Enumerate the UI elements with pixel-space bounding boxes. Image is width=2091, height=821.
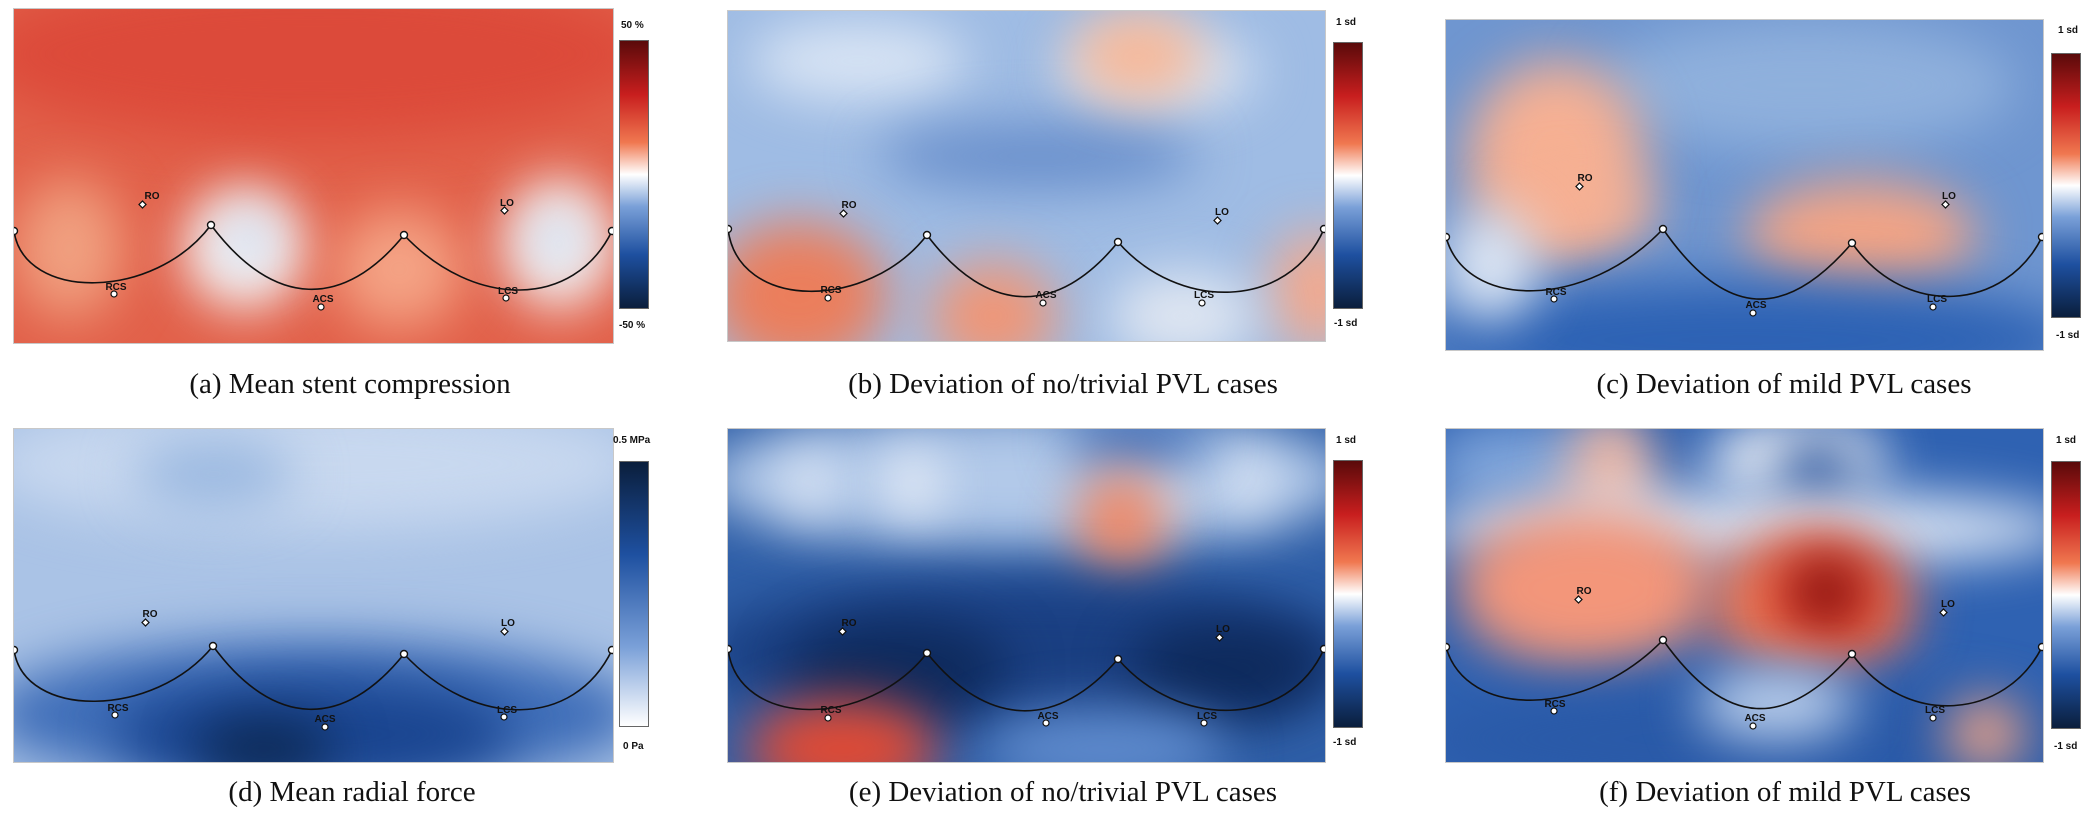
label-lcs: LCS	[498, 286, 518, 297]
label-ro: RO	[841, 200, 857, 211]
label-ro: RO	[1577, 173, 1593, 184]
colorbar-top-label: 1 sd	[1336, 435, 1357, 446]
label-ro: RO	[142, 609, 158, 620]
colorbar-e	[1333, 460, 1363, 728]
caption-e: (e) Deviation of no/trivial PVL cases	[848, 776, 1278, 808]
label-ro: RO	[144, 191, 160, 202]
label-ro: RO	[1576, 586, 1592, 597]
colorbar-top-label: 1 sd	[1336, 17, 1357, 28]
colorbar-bottom-label: -1 sd	[2054, 741, 2078, 752]
heatmap-b: RO LO RCS ACS LCS	[727, 10, 1326, 342]
colorbar-bottom-label: -1 sd	[1334, 318, 1358, 329]
colorbar-top-label: 1 sd	[2058, 25, 2079, 36]
label-acs: ACS	[312, 294, 334, 305]
label-lo: LO	[1215, 207, 1229, 218]
heatmap-c: RO LO RCS ACS LCS	[1445, 19, 2044, 351]
colorbar-a	[619, 40, 649, 309]
heatmap-f: RO LO RCS ACS LCS	[1445, 428, 2044, 763]
label-acs: ACS	[1745, 300, 1767, 311]
valve-outline	[728, 627, 1325, 727]
valve-outline	[1446, 182, 2043, 317]
colorbar-b	[1333, 42, 1363, 309]
label-acs: ACS	[1035, 290, 1057, 301]
label-lcs: LCS	[1925, 705, 1945, 716]
heatmap-a: RO LO RCS ACS LCS	[13, 8, 614, 344]
colorbar-top-label: 1 sd	[2056, 435, 2077, 446]
colorbar-bottom-label: -1 sd	[2056, 330, 2080, 341]
caption-c: (c) Deviation of mild PVL cases	[1596, 368, 1972, 400]
heatmap-e: RO LO RCS ACS LCS	[727, 428, 1326, 763]
valve-outline	[14, 200, 613, 311]
label-acs: ACS	[1037, 711, 1059, 722]
valve-outline	[1446, 595, 2043, 730]
caption-d: (d) Mean radial force	[228, 776, 476, 808]
label-lo: LO	[1942, 191, 1956, 202]
colorbar-bottom-label: -1 sd	[1333, 737, 1357, 748]
colorbar-top-label: 0.5 MPa	[613, 435, 651, 446]
caption-a: (a) Mean stent compression	[189, 368, 511, 400]
label-rcs: RCS	[1544, 699, 1566, 710]
colorbar-bottom-label: -50 %	[619, 320, 646, 331]
label-ro: RO	[841, 618, 857, 629]
label-acs: ACS	[314, 714, 336, 725]
label-rcs: RCS	[1545, 287, 1567, 298]
colorbar-c	[2051, 53, 2081, 318]
caption-f: (f) Deviation of mild PVL cases	[1599, 776, 1971, 808]
label-lcs: LCS	[497, 705, 517, 716]
label-rcs: RCS	[820, 705, 842, 716]
colorbar-top-label: 50 %	[621, 20, 644, 31]
label-lo: LO	[1941, 599, 1955, 610]
colorbar-bottom-label: 0 Pa	[623, 741, 644, 752]
heatmap-d: RO LO RCS ACS LCS	[13, 428, 614, 763]
label-lcs: LCS	[1927, 294, 1947, 305]
label-acs: ACS	[1744, 713, 1766, 724]
label-lo: LO	[1216, 624, 1230, 635]
valve-outline	[14, 618, 613, 731]
label-rcs: RCS	[820, 285, 842, 296]
colorbar-f	[2051, 461, 2081, 729]
colorbar-d	[619, 461, 649, 727]
caption-b: (b) Deviation of no/trivial PVL cases	[848, 368, 1278, 400]
label-rcs: RCS	[105, 282, 127, 293]
label-rcs: RCS	[107, 703, 129, 714]
label-lo: LO	[500, 198, 514, 209]
label-lcs: LCS	[1194, 290, 1214, 301]
label-lo: LO	[501, 618, 515, 629]
label-lcs: LCS	[1197, 711, 1217, 722]
valve-outline	[728, 209, 1325, 307]
